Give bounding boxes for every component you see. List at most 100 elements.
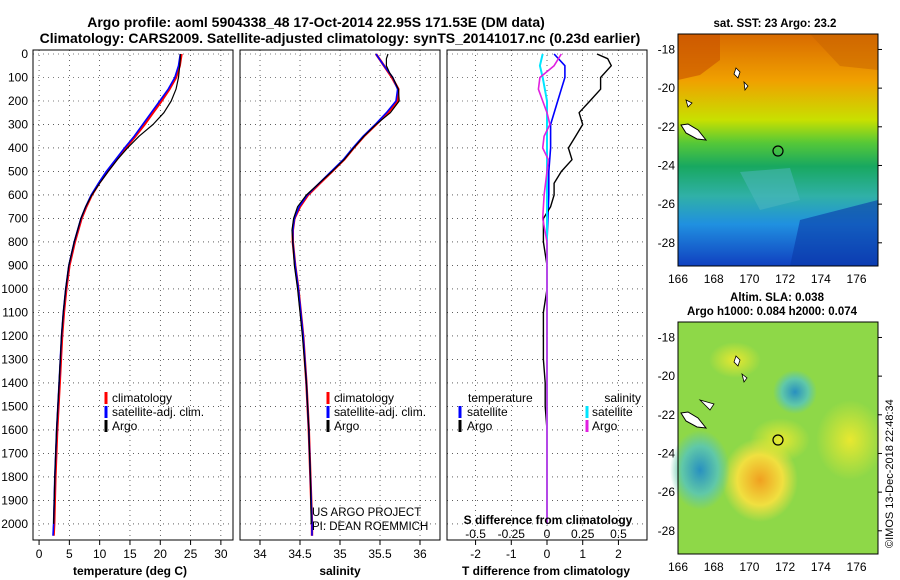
top-tick-label: -0.25 bbox=[498, 527, 526, 541]
sst-warm-patch bbox=[678, 34, 720, 80]
x-tick-label: 0 bbox=[544, 547, 551, 561]
legend-heading-temperature: temperature bbox=[468, 391, 533, 405]
top-tick-label: 0.25 bbox=[571, 527, 595, 541]
argo-float-marker bbox=[772, 145, 784, 157]
x-tick-label: 34 bbox=[253, 547, 267, 561]
temperature-legend: climatology satellite-adj. clim. Argo bbox=[104, 391, 204, 433]
series-line-s-argo bbox=[537, 53, 562, 524]
salinity-xlabel: salinity bbox=[319, 564, 361, 578]
map-x-tick-label: 176 bbox=[847, 272, 867, 286]
legend-label-climatology: climatology bbox=[334, 391, 394, 405]
map-y-tick-label: -26 bbox=[658, 197, 676, 211]
legend-label-argo: Argo bbox=[112, 419, 138, 433]
sla-map-frame bbox=[677, 321, 879, 555]
map-x-tick-label: 174 bbox=[811, 272, 831, 286]
island-new-caledonia bbox=[680, 123, 708, 141]
x-tick-label: 2 bbox=[615, 547, 622, 561]
legend-label-t-argo: Argo bbox=[467, 419, 493, 433]
map-x-tick-label: 166 bbox=[668, 560, 688, 574]
depth-tick-label: 1400 bbox=[1, 376, 28, 390]
map-y-tick-label: -22 bbox=[658, 120, 676, 134]
legend-label-satellite: satellite-adj. clim. bbox=[112, 405, 204, 419]
depth-tick-label: 1100 bbox=[2, 305, 28, 319]
top-tick-label: 0 bbox=[544, 527, 551, 541]
x-tick-label: 15 bbox=[123, 547, 137, 561]
depth-tick-label: 900 bbox=[8, 258, 28, 272]
depth-tick-label: 1000 bbox=[1, 282, 28, 296]
sla-map-subtitle: Argo h1000: 0.084 h2000: 0.074 bbox=[687, 306, 858, 318]
depth-tick-label: 500 bbox=[8, 164, 28, 178]
x-tick-label: 30 bbox=[214, 547, 228, 561]
difference-legend-temperature: temperature satellite Argo bbox=[458, 391, 533, 433]
salinity-legend: climatology satellite-adj. clim. Argo bbox=[326, 391, 426, 433]
depth-tick-label: 700 bbox=[8, 211, 28, 225]
sla-map-title: Altim. SLA: 0.038 bbox=[730, 292, 825, 304]
sla-map bbox=[670, 321, 884, 555]
temperature-panel bbox=[32, 49, 234, 541]
x-tick-label: 35 bbox=[333, 547, 347, 561]
argo-float-marker bbox=[772, 434, 784, 446]
series-line-argo bbox=[291, 53, 400, 524]
island-vanuatu bbox=[741, 372, 748, 383]
depth-tick-label: 0 bbox=[21, 47, 28, 61]
sla-high-anomaly bbox=[750, 418, 810, 462]
map-y-tick-label: -22 bbox=[658, 408, 676, 422]
map-x-tick-label: 172 bbox=[775, 560, 795, 574]
map-y-tick-label: -18 bbox=[658, 330, 676, 344]
depth-tick-label: 100 bbox=[8, 70, 28, 84]
series-line-t-argo bbox=[542, 53, 612, 524]
island-vanuatu bbox=[733, 355, 741, 367]
legend-label-s-argo: Argo bbox=[592, 419, 618, 433]
island-loyalty bbox=[685, 99, 693, 108]
map-y-tick-label: -24 bbox=[658, 446, 676, 460]
sst-cool-patch bbox=[740, 168, 800, 210]
difference-legend-salinity: salinity satellite Argo bbox=[585, 391, 641, 433]
legend-label-climatology: climatology bbox=[112, 391, 172, 405]
depth-tick-label: 2000 bbox=[1, 517, 28, 531]
tick-layer: 0100200300400500600700800900100011001200… bbox=[1, 42, 882, 574]
sst-warm-patch bbox=[810, 34, 878, 70]
sst-map bbox=[677, 33, 879, 267]
line-layer bbox=[52, 53, 612, 536]
legend-label-s-satellite: satellite bbox=[592, 405, 633, 419]
map-y-tick-label: -28 bbox=[658, 524, 676, 538]
x-tick-label: 10 bbox=[93, 547, 107, 561]
legend-label-satellite: satellite-adj. clim. bbox=[334, 405, 426, 419]
map-y-tick-label: -18 bbox=[658, 42, 676, 56]
sla-high-anomaly bbox=[816, 400, 884, 480]
x-tick-label: 1 bbox=[579, 547, 586, 561]
figure-title-line2: Climatology: CARS2009. Satellite-adjuste… bbox=[40, 30, 641, 46]
island-new-caledonia bbox=[680, 411, 708, 429]
depth-tick-label: 1900 bbox=[1, 493, 28, 507]
x-tick-label: 0 bbox=[36, 547, 43, 561]
sst-map-frame bbox=[677, 33, 879, 267]
depth-tick-label: 400 bbox=[8, 141, 28, 155]
map-y-tick-label: -24 bbox=[658, 158, 676, 172]
x-tick-label: 20 bbox=[154, 547, 168, 561]
legend-label-argo: Argo bbox=[334, 419, 360, 433]
legend-heading-salinity: salinity bbox=[604, 391, 641, 405]
map-x-tick-label: 170 bbox=[739, 560, 759, 574]
depth-tick-label: 600 bbox=[8, 188, 28, 202]
difference-xlabel-top: S difference from climatology bbox=[464, 513, 633, 527]
map-x-tick-label: 174 bbox=[811, 560, 831, 574]
x-tick-label: -1 bbox=[506, 547, 517, 561]
x-tick-label: 5 bbox=[66, 547, 73, 561]
x-tick-label: 35.5 bbox=[368, 547, 392, 561]
imos-stamp: ©IMOS 13-Dec-2018 22:48:34 bbox=[884, 399, 896, 548]
depth-tick-label: 300 bbox=[8, 117, 28, 131]
series-line-argo bbox=[53, 54, 181, 524]
pi-note: PI: DEAN ROEMMICH bbox=[312, 521, 428, 533]
map-x-tick-label: 168 bbox=[704, 560, 724, 574]
map-x-tick-label: 166 bbox=[668, 272, 688, 286]
sla-low-anomaly bbox=[773, 370, 817, 414]
map-y-tick-label: -20 bbox=[658, 369, 676, 383]
top-tick-label: -0.5 bbox=[465, 527, 486, 541]
island-loyalty bbox=[698, 399, 715, 411]
depth-tick-label: 800 bbox=[8, 235, 28, 249]
depth-tick-label: 1700 bbox=[1, 446, 28, 460]
map-y-tick-label: -20 bbox=[658, 81, 676, 95]
map-x-tick-label: 170 bbox=[739, 272, 759, 286]
temperature-xlabel: temperature (deg C) bbox=[73, 564, 187, 578]
sst-cold-patch bbox=[790, 200, 878, 266]
